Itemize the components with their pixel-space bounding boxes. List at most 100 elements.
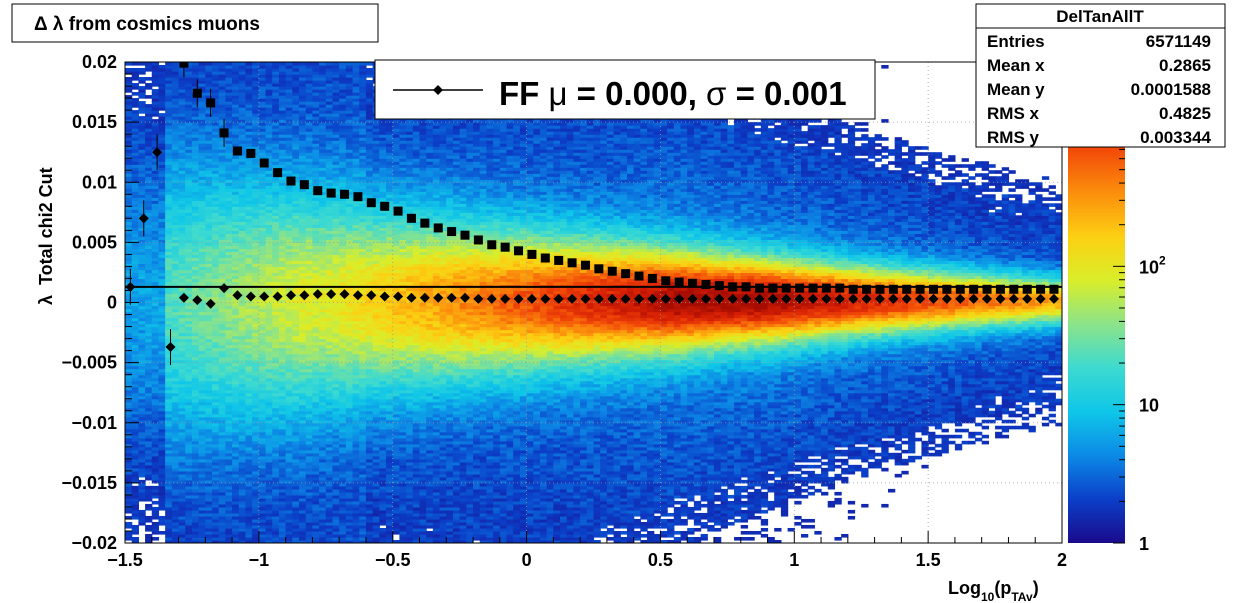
diamond-marker [540, 293, 551, 304]
square-marker [835, 283, 845, 293]
stats-row-label: RMS x [987, 104, 1040, 123]
y-tick-label: −0.02 [71, 533, 117, 553]
diamond-marker [366, 290, 377, 301]
y-axis-symbol: λ [36, 295, 56, 305]
square-marker [393, 206, 403, 216]
legend-marker [433, 85, 443, 95]
square-marker [179, 62, 189, 68]
z-tick-label: 102 [1139, 253, 1166, 277]
square-marker [460, 230, 470, 240]
y-tick-label: 0.02 [82, 52, 117, 72]
square-marker [701, 279, 711, 289]
x-tick-label: −0.5 [375, 550, 411, 570]
diamond-marker [754, 293, 765, 304]
diamond-marker [674, 293, 685, 304]
stats-row-value: 0.2865 [1159, 56, 1211, 75]
square-marker [688, 278, 698, 288]
diamond-marker [459, 292, 470, 303]
square-marker [259, 158, 269, 168]
diamond-marker [339, 289, 350, 300]
square-marker [246, 148, 256, 158]
square-marker [406, 213, 416, 223]
diamond-marker [232, 290, 243, 301]
square-marker [487, 240, 497, 250]
square-marker [1049, 284, 1059, 294]
diamond-marker [1008, 293, 1019, 304]
diamond-marker [741, 293, 752, 304]
square-marker [514, 246, 524, 256]
square-marker [232, 146, 242, 156]
diamond-marker [259, 291, 270, 302]
diamond-marker [794, 293, 805, 304]
stats-row-value: 6571149 [1146, 32, 1211, 51]
diamond-marker [700, 293, 711, 304]
square-marker [366, 198, 376, 208]
x-tick-label: −1 [249, 550, 270, 570]
x-tick-label: 2 [1057, 550, 1067, 570]
square-marker [420, 218, 430, 228]
diamond-marker [513, 293, 524, 304]
square-marker [875, 284, 885, 294]
square-marker [1009, 284, 1019, 294]
diamond-marker [1035, 293, 1046, 304]
diamond-marker [245, 291, 256, 302]
square-marker [795, 283, 805, 293]
square-marker [621, 269, 631, 279]
y-tick-label: −0.01 [71, 413, 117, 433]
diamond-marker [767, 293, 778, 304]
diamond-marker [379, 291, 390, 302]
diamond-marker [861, 293, 872, 304]
square-marker [888, 284, 898, 294]
square-marker [955, 284, 965, 294]
series-markers [125, 62, 1059, 365]
diamond-marker [178, 292, 189, 303]
diamond-marker [821, 293, 832, 304]
stats-row-label: RMS y [987, 128, 1040, 147]
diamond-marker [687, 293, 698, 304]
diamond-marker [874, 293, 885, 304]
y-tick-label: −0.015 [61, 473, 117, 493]
stats-row-label: Mean y [987, 80, 1045, 99]
x-tick-label: 0.5 [648, 550, 673, 570]
square-marker [286, 176, 296, 186]
diamond-marker [486, 293, 497, 304]
square-marker [580, 260, 590, 270]
square-marker [380, 201, 390, 211]
diamond-marker [995, 293, 1006, 304]
square-marker [928, 284, 938, 294]
diamond-marker [567, 293, 578, 304]
square-marker [821, 283, 831, 293]
square-marker [594, 264, 604, 274]
diamond-marker [901, 293, 912, 304]
square-marker [540, 253, 550, 263]
diamond-marker [941, 293, 952, 304]
square-marker [982, 284, 992, 294]
diamond-marker [593, 293, 604, 304]
diamond-marker [888, 293, 899, 304]
square-marker [500, 242, 510, 252]
square-marker [206, 98, 216, 108]
stats-row-value: 0.4825 [1159, 104, 1211, 123]
square-marker [915, 284, 925, 294]
diamond-marker [553, 293, 564, 304]
square-marker [741, 282, 751, 292]
x-tick-label: 1.5 [916, 550, 941, 570]
diamond-marker [808, 293, 819, 304]
square-marker [473, 235, 483, 245]
diamond-marker [192, 295, 203, 306]
square-marker [862, 284, 872, 294]
square-marker [661, 276, 671, 286]
title-box: Δ λ from cosmics muons [11, 3, 379, 43]
diamond-marker [138, 213, 149, 224]
diamond-marker [620, 293, 631, 304]
stats-box: DelTanAllT Entries 6571149 Mean x 0.2865 Mea… [975, 3, 1226, 148]
diamond-marker [968, 293, 979, 304]
y-tick-label: 0.005 [72, 232, 117, 252]
square-marker [527, 249, 537, 259]
diamond-marker [607, 293, 618, 304]
square-marker [567, 258, 577, 268]
y-tick-label: 0.015 [72, 112, 117, 132]
diamond-marker [285, 290, 296, 301]
stats-row-value: 0.0001588 [1131, 80, 1211, 99]
stats-row-label: Entries [987, 32, 1045, 51]
